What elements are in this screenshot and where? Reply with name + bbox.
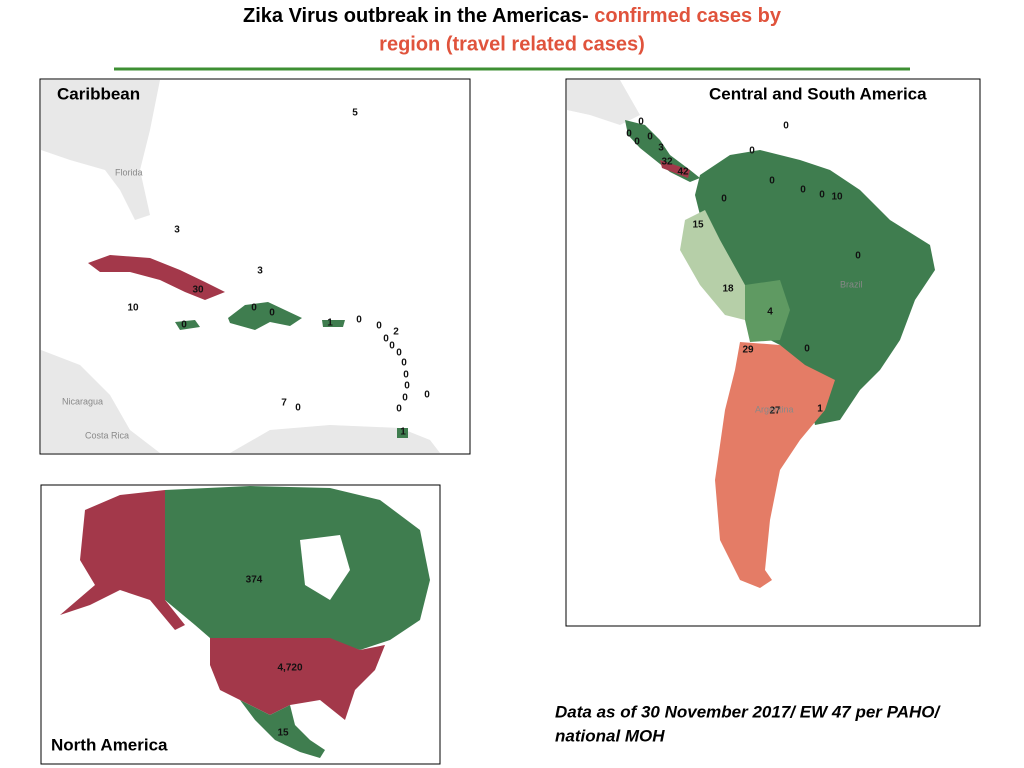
case-count: 0 [769, 176, 775, 187]
case-count: 0 [804, 344, 810, 355]
case-count: 0 [783, 121, 789, 132]
hispaniola [228, 302, 302, 330]
case-count: 27 [769, 406, 781, 417]
alaska [60, 490, 185, 630]
place-name: Argentina [755, 404, 794, 414]
land [230, 425, 440, 453]
bolivia [745, 280, 790, 342]
case-count: 0 [269, 308, 275, 319]
case-count: 15 [692, 220, 704, 231]
land [567, 80, 640, 125]
case-count: 0 [800, 185, 806, 196]
case-count: 0 [721, 194, 727, 205]
case-count: 0 [626, 129, 632, 140]
case-count: 0 [396, 348, 402, 359]
land [41, 80, 160, 220]
title-red: confirmed cases by [594, 5, 782, 27]
case-count: 374 [246, 575, 263, 586]
case-count: 0 [855, 251, 861, 262]
place-name: Florida [115, 167, 143, 177]
argentina-chile [715, 342, 835, 588]
trinidad [397, 428, 408, 438]
case-count: 2 [393, 327, 399, 338]
case-count: 10 [831, 192, 843, 203]
central-america [625, 120, 700, 182]
case-count: 3 [658, 143, 664, 154]
north-america-map: North America [40, 484, 441, 765]
case-count: 0 [424, 390, 430, 401]
land [41, 350, 160, 453]
panel-title: Caribbean [57, 84, 140, 103]
case-count: 0 [295, 403, 301, 414]
panel-title: North America [51, 735, 168, 754]
case-count: 0 [404, 381, 410, 392]
case-count: 4 [767, 307, 773, 318]
case-count: 7 [281, 398, 287, 409]
mexico [240, 700, 325, 758]
puerto-rico [322, 320, 345, 327]
case-count: 15 [277, 728, 289, 739]
case-count: 0 [396, 404, 402, 415]
case-count: 0 [638, 117, 644, 128]
central-south-map: Central and South America [565, 78, 981, 627]
case-count: 0 [402, 393, 408, 404]
central-america-red [660, 160, 690, 178]
case-count: 10 [127, 303, 139, 314]
case-count: 0 [383, 334, 389, 345]
case-count: 0 [647, 132, 653, 143]
case-count: 42 [677, 167, 689, 178]
case-count: 1 [817, 404, 823, 415]
hudson-bay [300, 535, 350, 600]
case-count: 0 [389, 341, 395, 352]
jamaica [175, 320, 200, 330]
case-count: 3 [257, 266, 263, 277]
panel-title: Central and South America [709, 84, 927, 103]
usa [210, 638, 385, 720]
case-count: 0 [356, 315, 362, 326]
case-count: 0 [181, 320, 187, 331]
title: Zika Virus outbreak in the Americas- con… [243, 5, 782, 27]
caribbean-map: Caribbean [39, 78, 471, 455]
title-red: region (travel related cases) [379, 33, 645, 55]
case-count: 0 [749, 146, 755, 157]
canada [165, 486, 430, 650]
case-count: 4,720 [277, 663, 302, 674]
case-count: 0 [403, 370, 409, 381]
case-count: 0 [376, 321, 382, 332]
case-count: 0 [251, 303, 257, 314]
cuba [88, 255, 225, 300]
case-count: 18 [722, 284, 734, 295]
case-count: 29 [742, 345, 754, 356]
case-count: 0 [401, 358, 407, 369]
place-name: Costa Rica [85, 430, 129, 440]
place-name: Brazil [840, 279, 863, 289]
footnote: national MOH [555, 726, 665, 745]
case-count: 30 [192, 285, 204, 296]
case-count: 32 [661, 157, 673, 168]
peru-ecuador [680, 210, 750, 320]
brazil-and-north [695, 150, 935, 425]
place-name: Nicaragua [62, 396, 103, 406]
case-count: 0 [634, 137, 640, 148]
case-count: 3 [174, 225, 180, 236]
case-count: 1 [327, 318, 333, 329]
case-count: 5 [352, 108, 358, 119]
footnote: Data as of 30 November 2017/ EW 47 per P… [555, 702, 942, 721]
case-count: 0 [819, 190, 825, 201]
title-black: Zika Virus outbreak in the Americas- [243, 5, 594, 27]
case-count: 1 [400, 427, 406, 438]
